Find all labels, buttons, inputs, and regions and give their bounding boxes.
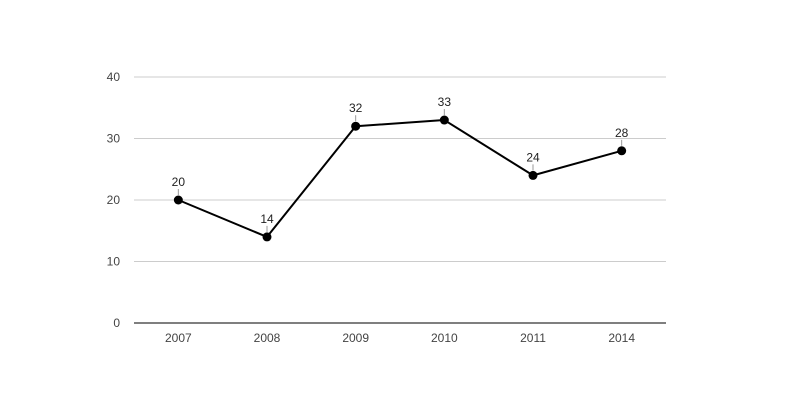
data-point <box>617 146 627 156</box>
data-point <box>528 170 538 180</box>
data-point <box>439 115 449 125</box>
data-points <box>173 115 627 242</box>
data-label: 32 <box>349 101 363 115</box>
x-tick-label: 2007 <box>165 331 192 345</box>
data-point <box>173 195 183 205</box>
data-point <box>262 232 272 242</box>
data-labels: 20 14 32 33 24 28 <box>172 95 629 232</box>
data-label: 28 <box>615 126 629 140</box>
data-label: 14 <box>260 212 274 226</box>
x-tick-label: 2014 <box>608 331 635 345</box>
gridlines <box>134 76 666 262</box>
data-label: 20 <box>172 175 186 189</box>
data-label: 24 <box>526 150 540 164</box>
data-label: 33 <box>438 95 452 109</box>
y-tick-label: 10 <box>107 255 121 269</box>
y-tick-label: 20 <box>107 193 121 207</box>
y-tick-label: 30 <box>107 132 121 146</box>
x-tick-label: 2009 <box>342 331 369 345</box>
x-tick-label: 2010 <box>431 331 458 345</box>
y-tick-label: 0 <box>113 316 120 330</box>
x-tick-label: 2008 <box>254 331 281 345</box>
x-tick-label: 2011 <box>520 331 546 345</box>
y-tick-label: 40 <box>107 70 121 84</box>
data-point <box>351 121 361 131</box>
series-line-group <box>177 119 622 238</box>
series-line <box>177 119 622 238</box>
